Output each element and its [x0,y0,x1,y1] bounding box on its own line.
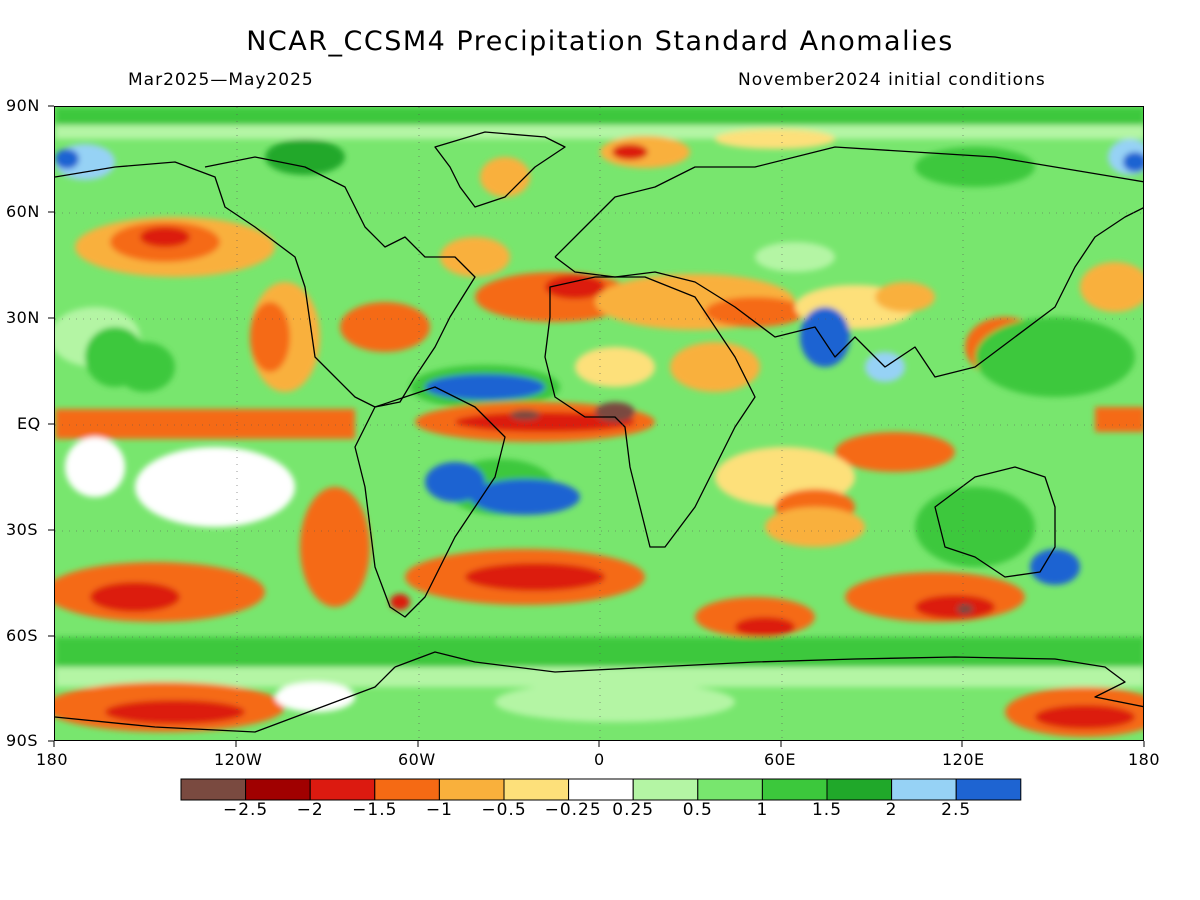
colorbar-swatch [438,778,505,801]
colorbar-tick-label: 0.5 [682,800,713,820]
colorbar-tick-label: −0.25 [544,800,602,820]
lat-label-90n: 90N [6,96,40,115]
colorbar-tick-label: −0.5 [481,800,527,820]
colorbar-tick-label: 0.25 [612,800,655,820]
colorbar-swatch [632,778,699,801]
colorbar-swatch [761,778,828,801]
lon-label-0: 0 [594,750,605,769]
colorbar-tick-label: 1 [756,800,769,820]
coastlines [55,131,1143,733]
colorbar [180,778,1022,801]
lat-label-30s: 30S [6,520,39,539]
colorbar-swatch [697,778,763,801]
lat-label-60n: 60N [6,202,40,221]
colorbar-swatch [180,778,247,801]
lat-label-90s: 90S [6,731,39,750]
lon-label-180w: 180 [36,750,69,769]
forecast-period: Mar2025—May2025 [128,70,314,90]
initial-conditions-label: November2024 initial conditions [738,70,1046,90]
colorbar-swatch [503,778,570,801]
lon-label-60w: 60W [398,750,436,769]
chart-title: NCAR_CCSM4 Precipitation Standard Anomal… [246,26,954,57]
colorbar-swatch [568,778,634,801]
colorbar-tick-label: 1.5 [811,800,843,820]
colorbar-swatch [245,778,311,801]
colorbar-swatch [891,778,957,801]
lon-label-60e: 60E [764,750,796,769]
lon-label-120w: 120W [214,750,263,769]
colorbar-tick-label: −2 [296,800,324,820]
lat-label-30n: 30N [6,308,40,327]
colorbar-tick-label: −1.5 [352,800,398,820]
colorbar-tick-label: 2 [885,800,898,820]
lat-label-eq: EQ [17,414,41,433]
colorbar-tick-label: −1 [425,800,453,820]
anomaly-map [54,106,1144,741]
colorbar-swatch [826,778,893,801]
lon-label-120e: 120E [942,750,985,769]
colorbar-tick-label: −2.5 [222,800,269,820]
colorbar-swatch [309,778,376,801]
grid-lines [55,107,1143,740]
colorbar-swatch [955,778,1022,801]
lon-label-180e: 180 [1128,750,1161,769]
colorbar-tick-label: 2.5 [941,800,972,820]
lat-label-60s: 60S [6,626,39,645]
colorbar-swatch [374,778,440,801]
